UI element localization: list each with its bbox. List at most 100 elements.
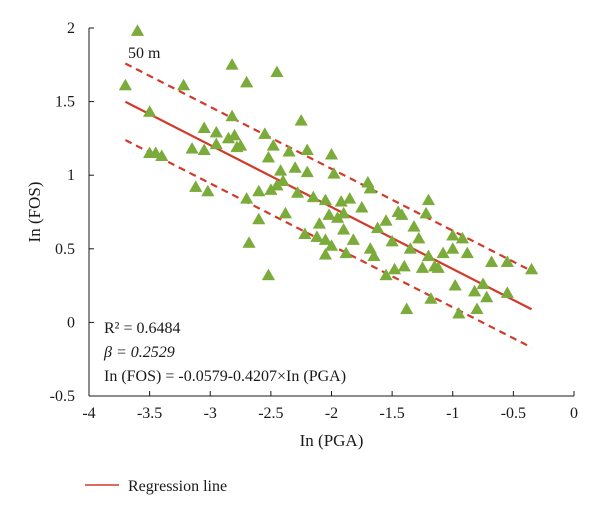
data-point [403,242,417,254]
data-point [239,75,254,88]
data-point [500,286,514,298]
data-point [446,242,460,254]
data-point [185,142,199,154]
data-point [276,174,290,186]
data-point [484,255,499,267]
y-tick-label: 2 [67,20,75,37]
data-point [415,261,430,273]
data-point [227,128,242,141]
data-point [455,231,470,244]
y-tick-label: 0.5 [55,241,75,258]
data-point [318,193,333,206]
x-tick-label: -3 [204,405,217,422]
data-point [500,255,514,267]
stat-equation: In (FOS) = -0.0579-0.4207×In (PGA) [104,368,346,385]
stat-r-squared: R² = 0.6484 [104,320,181,337]
data-point [524,262,539,275]
data-points [118,24,539,319]
data-point [476,277,490,290]
data-point [290,186,305,198]
x-tick-label: -1 [446,405,459,422]
data-point [336,206,351,219]
data-point [142,105,157,117]
x-axis-ticks: -4 -3.5 -3 -2.5 -2 -1.5 -1 -0.5 0 [82,391,578,422]
x-tick-label: -2.5 [258,405,283,422]
data-point [225,58,239,70]
data-point [310,230,324,242]
data-point [339,246,353,259]
data-point [446,228,460,241]
data-point [209,125,223,138]
data-point [261,268,276,281]
y-axis-label: In (FOS) [25,182,44,243]
data-point [355,200,369,213]
data-point [379,214,393,226]
data-point [480,290,494,303]
data-point [252,184,266,197]
data-point [379,268,393,281]
data-point [346,233,360,245]
data-point [288,161,302,173]
data-point [294,114,308,126]
y-tick-label: 1.5 [55,94,75,111]
data-point [419,206,433,219]
upper-bound-line [124,62,533,272]
data-point [130,24,145,36]
data-point [197,121,211,133]
data-point [367,249,381,262]
data-point [252,212,266,225]
data-point [370,221,385,234]
data-point [197,143,211,156]
x-tick-label: -2 [325,405,338,422]
data-point [300,143,314,156]
data-point [327,167,341,179]
data-point [324,239,339,251]
data-point [258,127,272,139]
data-point [300,165,314,178]
y-tick-label: -0.5 [50,388,75,405]
x-tick-label: -3.5 [137,405,162,422]
data-point [118,78,133,91]
data-point [431,261,445,273]
data-point [242,236,256,248]
data-point [448,278,462,291]
x-tick-label: -0.5 [501,405,526,422]
data-point [278,206,293,219]
x-tick-label: 0 [570,405,578,422]
x-tick-label: -4 [82,405,95,422]
data-point [306,190,320,203]
data-point [176,78,191,91]
data-point [436,246,450,259]
data-point [273,164,288,176]
data-point [233,139,248,151]
data-point [387,262,402,275]
data-point [424,292,438,304]
data-point [322,208,336,220]
data-point [282,144,296,157]
regression-line-group [124,100,533,311]
data-point [155,149,169,161]
data-point [412,231,426,244]
data-point [452,306,466,319]
data-point [363,181,377,194]
data-point [209,137,223,150]
data-point [385,234,399,247]
data-point [298,227,312,239]
data-point [324,147,339,160]
data-point [261,150,276,163]
data-point [467,284,482,297]
data-point [397,259,411,272]
data-point [407,220,421,232]
data-point [395,208,409,220]
data-point [343,192,357,204]
data-point [225,109,239,122]
data-point [270,65,284,78]
data-point [318,247,333,260]
data-point [421,193,436,206]
y-tick-label: 0 [67,314,75,331]
annotation-depth: 50 m [128,45,161,62]
y-tick-label: 1 [67,167,75,184]
data-point [470,302,484,315]
